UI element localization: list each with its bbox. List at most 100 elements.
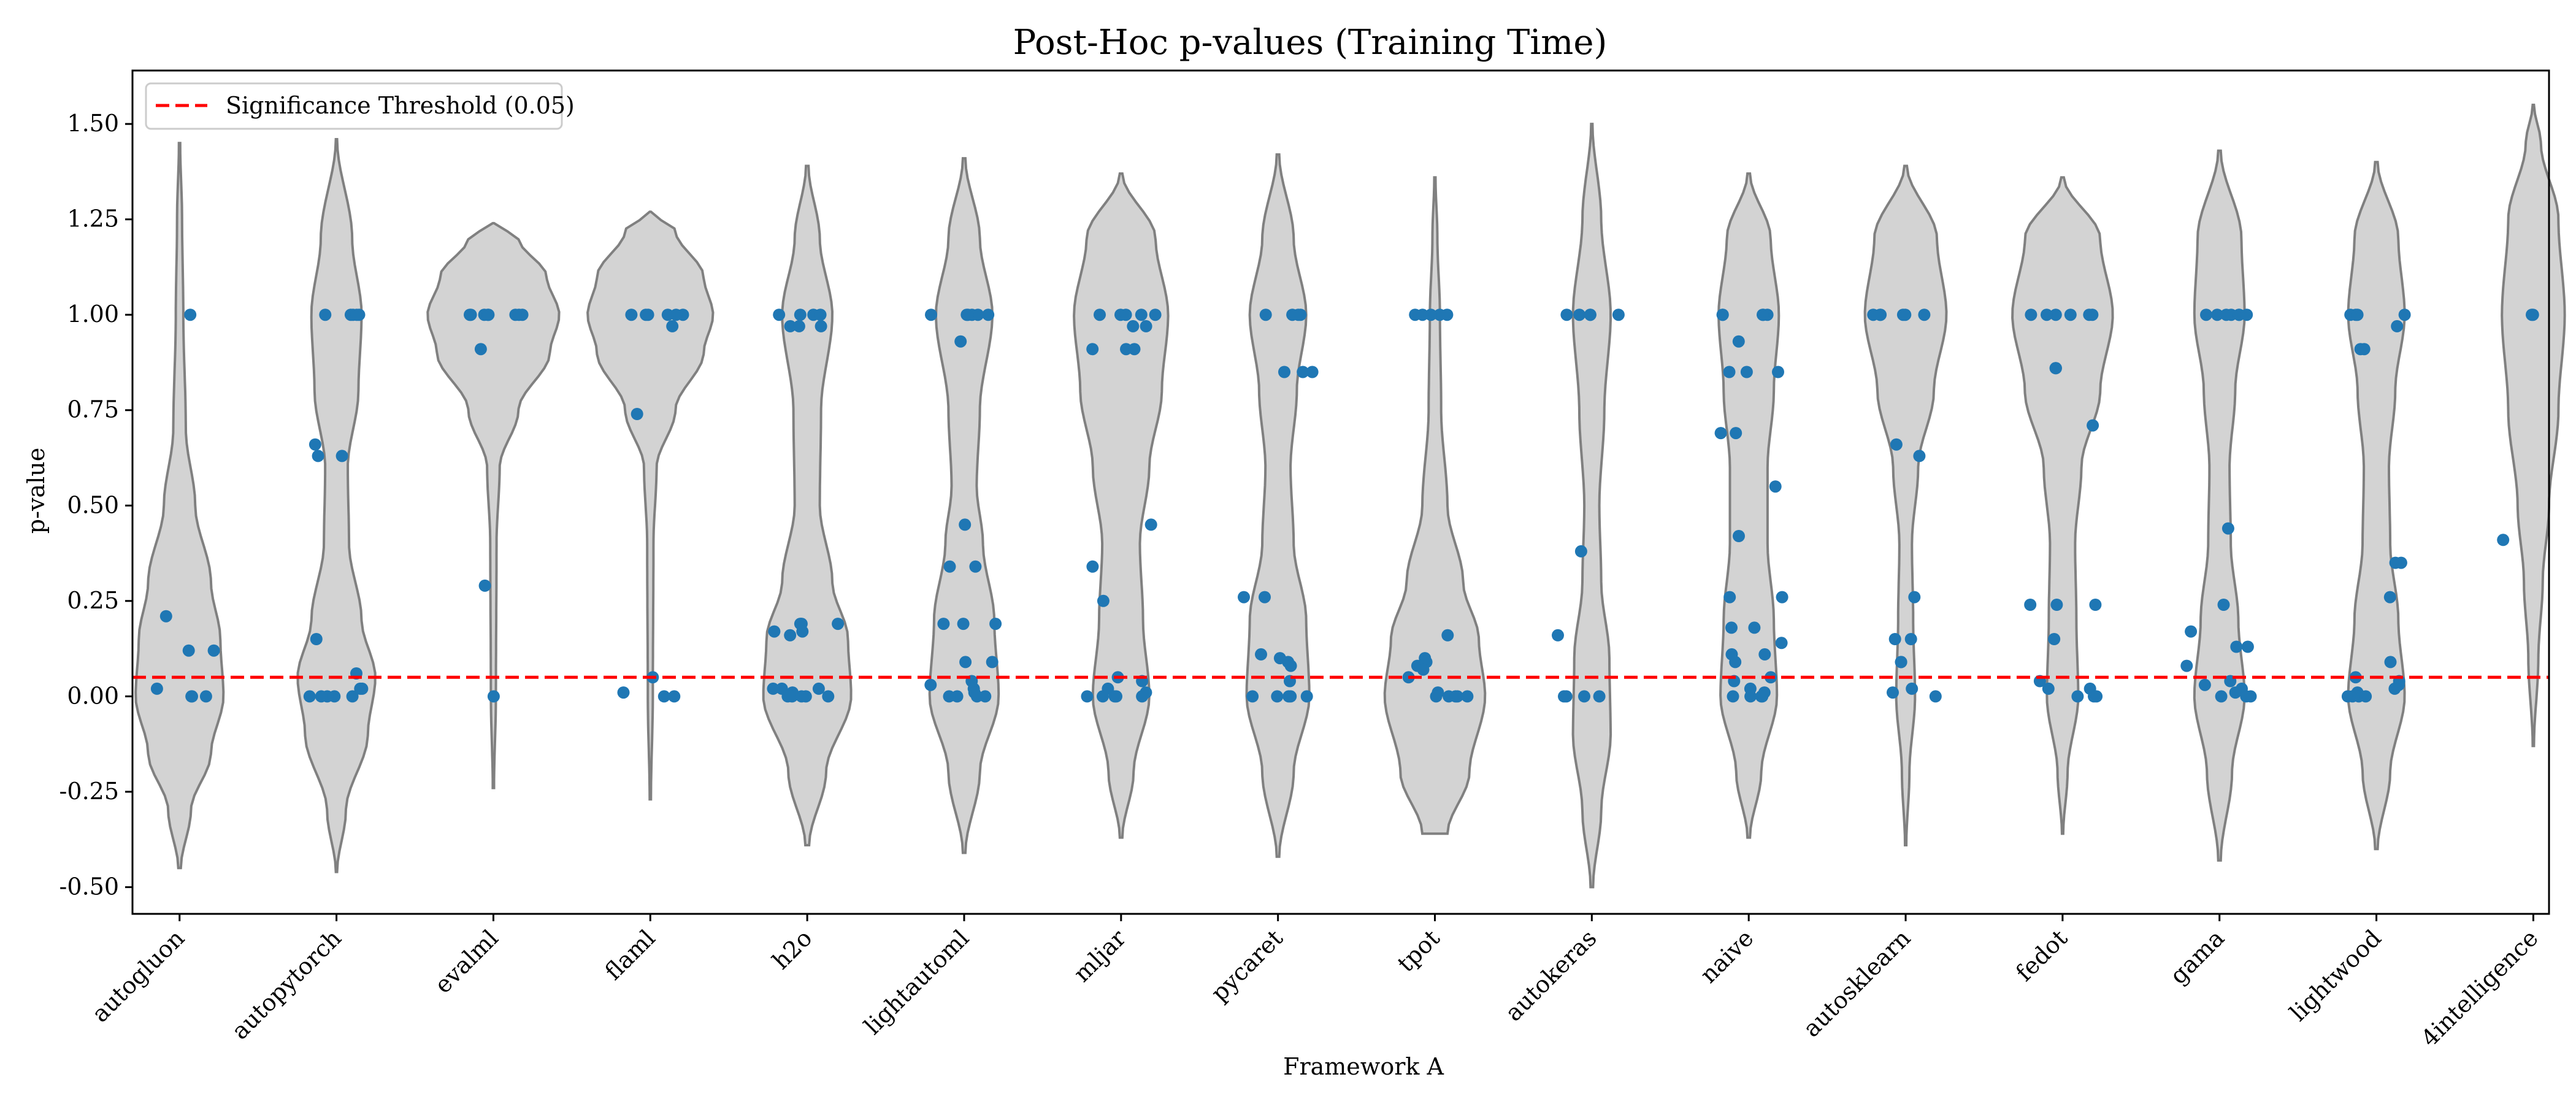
- data-point: [2358, 343, 2371, 356]
- data-point: [1136, 690, 1149, 703]
- data-point: [970, 690, 983, 703]
- data-point: [768, 625, 781, 638]
- data-point: [989, 618, 1002, 631]
- data-point: [1246, 690, 1259, 703]
- data-point: [1300, 690, 1313, 703]
- data-point: [832, 618, 845, 631]
- data-point: [1757, 309, 1769, 321]
- data-point: [1727, 690, 1739, 703]
- data-point: [1306, 366, 1319, 378]
- data-point: [2048, 633, 2061, 645]
- data-point: [1135, 309, 1148, 321]
- data-point: [1081, 690, 1094, 703]
- data-point: [1776, 591, 1788, 604]
- data-point: [1560, 309, 1573, 321]
- data-point: [315, 690, 328, 703]
- data-point: [617, 686, 630, 699]
- data-point: [1775, 637, 1788, 650]
- data-point: [1890, 438, 1903, 451]
- data-point: [2359, 690, 2372, 703]
- data-point: [2240, 690, 2253, 703]
- data-point: [1461, 690, 1474, 703]
- data-point: [962, 309, 975, 321]
- plot-frame: [131, 69, 2550, 915]
- data-point: [2526, 309, 2539, 321]
- data-point: [150, 682, 163, 695]
- data-point: [1730, 427, 1742, 440]
- data-point: [2087, 419, 2099, 432]
- y-tick-label: 1.00: [67, 301, 119, 328]
- data-point: [784, 320, 797, 332]
- data-point: [474, 343, 487, 356]
- data-point: [937, 618, 950, 631]
- data-point: [1271, 690, 1284, 703]
- data-point: [2089, 599, 2102, 611]
- data-point: [1723, 366, 1736, 378]
- data-point: [625, 309, 638, 321]
- x-axis-label: Framework A: [1283, 1053, 1444, 1080]
- data-point: [1552, 629, 1564, 642]
- data-point: [2497, 534, 2510, 546]
- data-point: [1744, 690, 1757, 703]
- data-point: [1292, 309, 1305, 321]
- y-tick-label: 0.75: [67, 396, 119, 423]
- data-point: [2211, 309, 2223, 321]
- data-point: [464, 309, 476, 321]
- data-point: [959, 656, 972, 669]
- data-point: [482, 309, 495, 321]
- data-point: [2217, 599, 2230, 611]
- data-point: [1906, 682, 1919, 695]
- data-point: [319, 309, 332, 321]
- data-point: [812, 682, 825, 695]
- data-point: [312, 450, 324, 462]
- data-point: [2391, 320, 2404, 332]
- data-point: [1874, 309, 1887, 321]
- data-point: [1284, 690, 1297, 703]
- data-point: [1723, 591, 1736, 604]
- data-point: [943, 690, 956, 703]
- data-point: [972, 309, 984, 321]
- data-point: [354, 682, 367, 695]
- data-point: [1297, 366, 1309, 378]
- data-point: [2049, 309, 2062, 321]
- y-tick-label: -0.25: [59, 778, 119, 805]
- data-point: [159, 610, 172, 623]
- data-point: [1449, 690, 1462, 703]
- legend-box: [145, 82, 563, 130]
- data-point: [1908, 591, 1921, 604]
- data-point: [1895, 656, 1907, 669]
- data-point: [1094, 309, 1106, 321]
- data-point: [346, 690, 359, 703]
- data-point: [2050, 599, 2063, 611]
- data-point: [2384, 656, 2397, 669]
- y-tick-label: 0.25: [67, 587, 119, 614]
- data-point: [969, 560, 982, 573]
- data-point: [954, 335, 967, 348]
- data-point: [1430, 690, 1443, 703]
- data-point: [2042, 682, 2055, 695]
- data-point: [1769, 480, 1782, 493]
- data-point: [670, 309, 683, 321]
- data-point: [2389, 556, 2402, 569]
- data-point: [1593, 690, 1606, 703]
- data-point: [2071, 690, 2084, 703]
- data-point: [182, 644, 195, 657]
- data-point: [640, 309, 653, 321]
- data-point: [1573, 309, 1586, 321]
- data-point: [2398, 309, 2411, 321]
- data-point: [1732, 335, 1745, 348]
- violin-flaml: [586, 210, 715, 801]
- data-point: [925, 309, 937, 321]
- violin-evalml: [426, 221, 561, 789]
- data-point: [2229, 686, 2242, 699]
- data-point: [1755, 690, 1768, 703]
- violin-tpot: [1383, 176, 1487, 835]
- data-point: [631, 408, 643, 420]
- data-point: [792, 320, 805, 332]
- data-point: [184, 309, 197, 321]
- data-point: [303, 690, 316, 703]
- data-point: [986, 656, 999, 669]
- data-point: [1127, 320, 1140, 332]
- data-point: [1772, 366, 1784, 378]
- data-point: [1086, 343, 1099, 356]
